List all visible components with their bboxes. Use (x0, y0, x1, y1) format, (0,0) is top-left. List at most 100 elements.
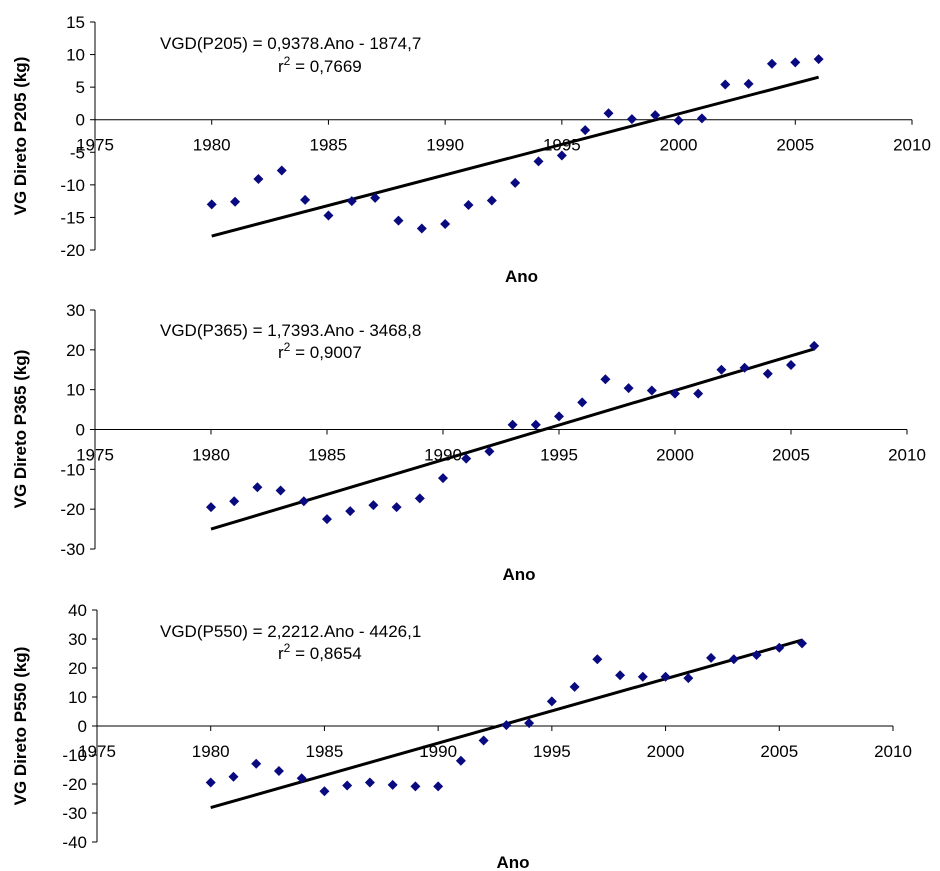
data-point (813, 54, 824, 65)
y-tick-label: -10 (62, 746, 87, 765)
data-point (720, 79, 731, 90)
y-tick-label: -30 (60, 540, 85, 559)
x-tick-label: 2010 (888, 446, 926, 465)
data-point (646, 385, 657, 396)
y-tick-label: 20 (68, 659, 87, 678)
x-tick-label: 1985 (308, 446, 346, 465)
x-tick-label: 1985 (306, 742, 344, 761)
x-tick-label: 2010 (874, 742, 912, 761)
data-point (206, 502, 216, 513)
data-point (300, 194, 311, 205)
y-tick-label: 0 (78, 717, 87, 736)
data-point (433, 781, 444, 792)
data-point (486, 195, 497, 206)
data-point (673, 115, 684, 126)
x-axis-title: Ano (505, 267, 538, 286)
data-point (569, 681, 580, 692)
data-point (455, 755, 466, 766)
y-tick-label: 0 (76, 421, 85, 440)
data-point (345, 506, 356, 517)
data-point (296, 773, 307, 784)
x-tick-label: 1990 (426, 136, 464, 155)
data-point (416, 223, 427, 234)
data-point (766, 58, 777, 69)
y-tick-label: -5 (70, 143, 85, 162)
data-point (298, 496, 309, 507)
data-point (603, 108, 614, 119)
r2-label: r2 = 0,8654 (278, 641, 362, 663)
data-point (790, 57, 801, 68)
data-point (478, 735, 489, 746)
data-point (762, 368, 773, 379)
data-point (592, 654, 603, 665)
data-point (322, 514, 332, 525)
equation-label: VGD(P365) = 1,7393.Ano - 3468,8 (160, 321, 421, 340)
data-point (510, 177, 521, 188)
data-point (693, 388, 704, 399)
data-point (438, 473, 448, 484)
data-point (716, 364, 727, 375)
data-point (696, 113, 707, 124)
data-point (751, 649, 762, 660)
data-point (387, 779, 398, 790)
y-tick-label: 15 (66, 13, 85, 32)
data-point (670, 388, 680, 399)
y-tick-label: 40 (68, 601, 87, 620)
data-point (368, 500, 379, 511)
data-point (706, 652, 717, 663)
x-axis-title: Ano (496, 853, 529, 871)
data-point (637, 671, 648, 682)
data-point (342, 780, 353, 791)
chart-3: -40 -30 -20 -10 0 10 20 30 40 1975 1980 1985 1990 199… (11, 601, 912, 871)
data-point (484, 446, 495, 457)
y-tick-label: -40 (62, 833, 87, 852)
data-point (683, 673, 694, 684)
x-tick-label: 1995 (533, 742, 571, 761)
x-tick-label: 1995 (540, 446, 578, 465)
data-point (546, 696, 557, 707)
data-point (530, 419, 541, 430)
data-point (743, 78, 754, 89)
y-tick-label: -20 (60, 241, 85, 260)
data-point (440, 218, 451, 229)
data-point (273, 765, 284, 776)
x-tick-label: 2005 (776, 136, 814, 155)
y-tick-label: -20 (62, 775, 87, 794)
data-point (463, 200, 474, 211)
x-tick-label: 1980 (192, 446, 230, 465)
data-point (650, 110, 661, 121)
y-tick-label: -10 (60, 460, 85, 479)
data-point (461, 453, 472, 464)
y-tick-label: 10 (68, 688, 87, 707)
y-tick-label: -20 (60, 500, 85, 519)
data-point (275, 485, 286, 496)
equation-label: VGD(P550) = 2,2212.Ano - 4426,1 (160, 622, 421, 641)
data-point (391, 502, 402, 513)
y-tick-label: -10 (60, 176, 85, 195)
trendline (210, 347, 815, 531)
x-axis-title: Ano (502, 565, 535, 584)
chart-2: -30 -20 -10 0 10 20 30 1975 1980 1985 1990 1995 2000… (11, 301, 926, 584)
y-tick-label: 10 (66, 381, 85, 400)
data-point (205, 777, 216, 788)
chart-1: -20-15-10-505101519751980198519901995200… (11, 13, 931, 286)
y-tick-label: 30 (66, 301, 85, 320)
data-point (577, 397, 588, 408)
x-tick-label: 1975 (76, 446, 114, 465)
data-point (623, 383, 634, 394)
data-point (556, 150, 567, 161)
y-tick-label: -15 (60, 208, 85, 227)
data-point (346, 196, 357, 207)
y-tick-label: 30 (68, 630, 87, 649)
data-point (251, 758, 262, 769)
x-tick-label: 2005 (772, 446, 810, 465)
data-point (229, 496, 240, 507)
x-tick-label: 1975 (78, 742, 116, 761)
data-point (626, 114, 637, 125)
data-point (774, 642, 785, 653)
data-point (370, 192, 381, 203)
data-point (600, 374, 611, 385)
x-tick-label: 1975 (76, 136, 114, 155)
y-tick-label: 10 (66, 46, 85, 65)
